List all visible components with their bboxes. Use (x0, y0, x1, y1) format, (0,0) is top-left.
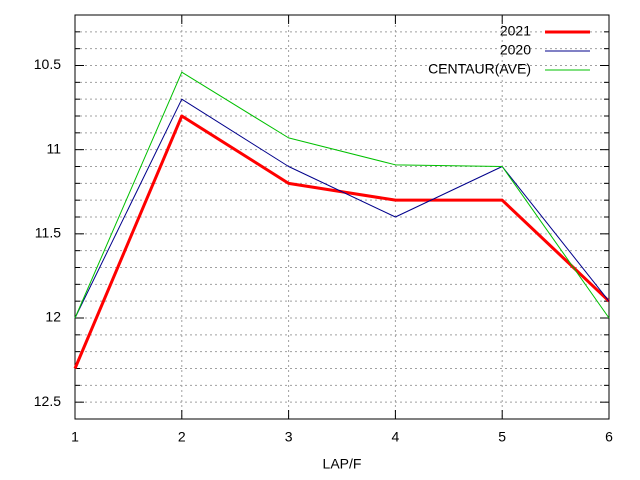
series-line (74, 71, 610, 319)
legend-label: CENTAUR(AVE) (428, 61, 531, 77)
y-tick-label: 11 (46, 140, 61, 156)
series-line (74, 98, 610, 319)
x-tick-label: 4 (392, 429, 400, 445)
x-axis-label: LAP/F (323, 456, 362, 472)
x-tick-label: 1 (71, 429, 79, 445)
y-tick-label: 11.5 (35, 225, 61, 241)
legend-label: 2021 (500, 23, 531, 39)
x-tick-label: 6 (605, 429, 613, 445)
x-tick-label: 3 (285, 429, 293, 445)
y-tick-label: 12.5 (34, 393, 61, 409)
legend-label: 2020 (500, 42, 531, 58)
x-tick-label: 2 (178, 429, 186, 445)
y-tick-label: 12 (45, 309, 61, 325)
y-tick-label: 10.5 (34, 56, 61, 72)
x-tick-label: 5 (498, 429, 506, 445)
